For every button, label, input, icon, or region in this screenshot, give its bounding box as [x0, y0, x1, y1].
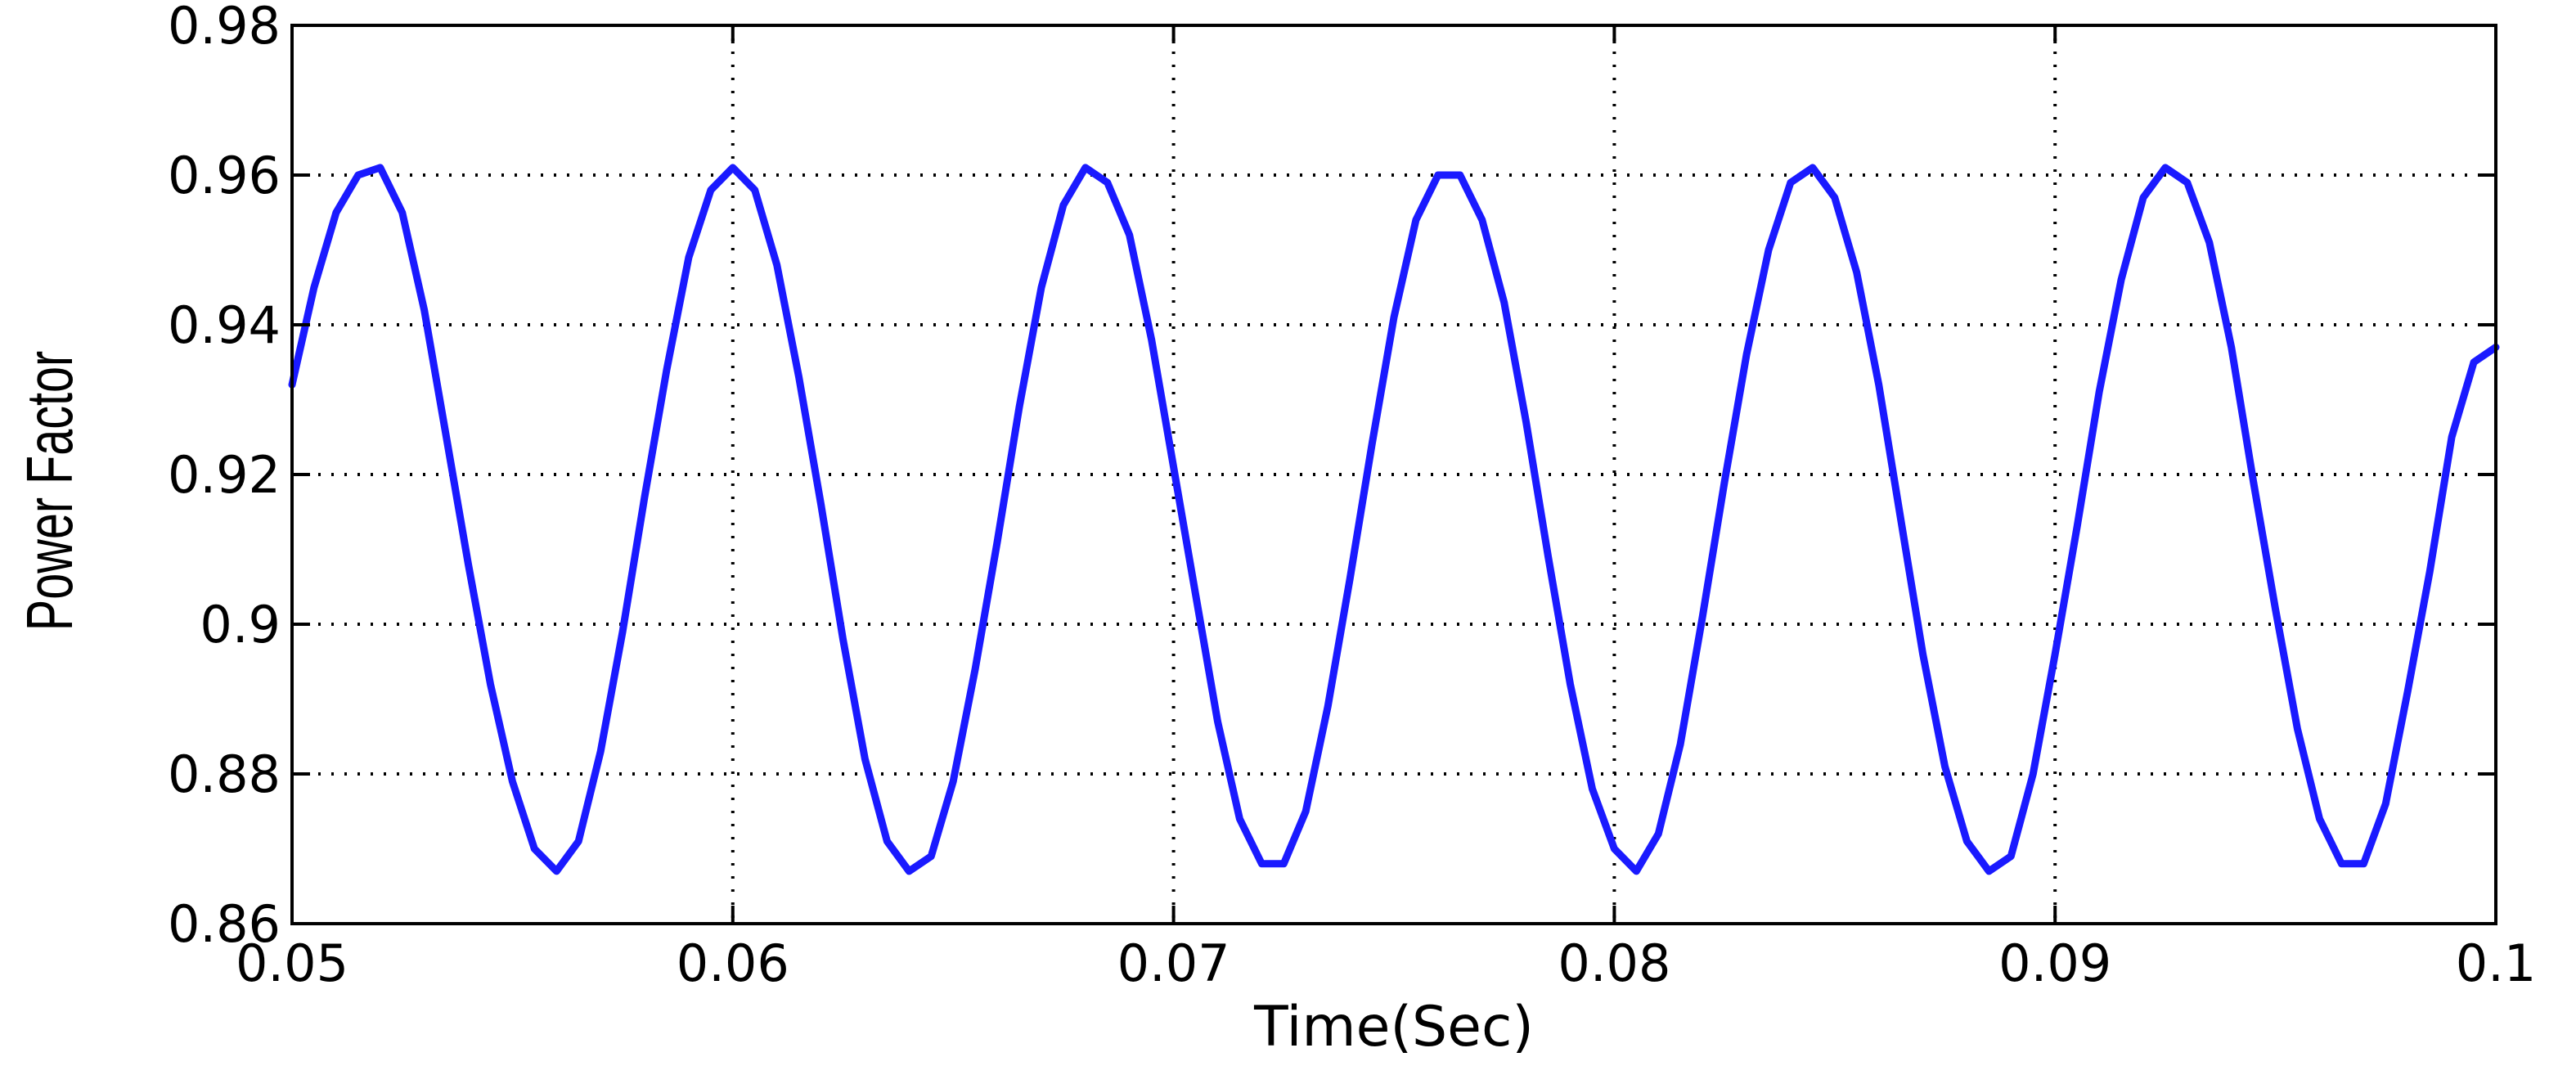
y-tick-label: 0.88	[168, 744, 281, 804]
y-tick-label: 0.86	[168, 894, 281, 954]
x-tick-label: 0.09	[1998, 933, 2111, 993]
y-tick-label: 0.92	[168, 445, 281, 505]
x-tick-label: 0.05	[236, 933, 348, 993]
tick-mark-layer	[290, 24, 2497, 925]
y-tick-label: 0.96	[168, 146, 281, 205]
x-tick-label: 0.06	[677, 933, 789, 993]
y-tick-labels: 0.86 0.88 0.9 0.92 0.94 0.96 0.98	[168, 0, 281, 954]
x-tick-label: 0.07	[1117, 933, 1230, 993]
x-tick-label: 0.1	[2456, 933, 2537, 993]
x-tick-labels: 0.05 0.06 0.07 0.08 0.09 0.1	[236, 933, 2536, 993]
series-layer	[288, 164, 2500, 875]
power-factor-series-line	[288, 164, 2500, 875]
y-tick-label: 0.98	[168, 0, 281, 56]
y-tick-label: 0.9	[200, 595, 281, 654]
x-tick-label: 0.08	[1558, 933, 1670, 993]
grid-layer	[292, 25, 2496, 924]
x-axis-label: Time(Sec)	[1253, 995, 1534, 1059]
y-axis-label: Power Factor	[13, 351, 87, 631]
y-tick-label: 0.94	[168, 295, 281, 355]
